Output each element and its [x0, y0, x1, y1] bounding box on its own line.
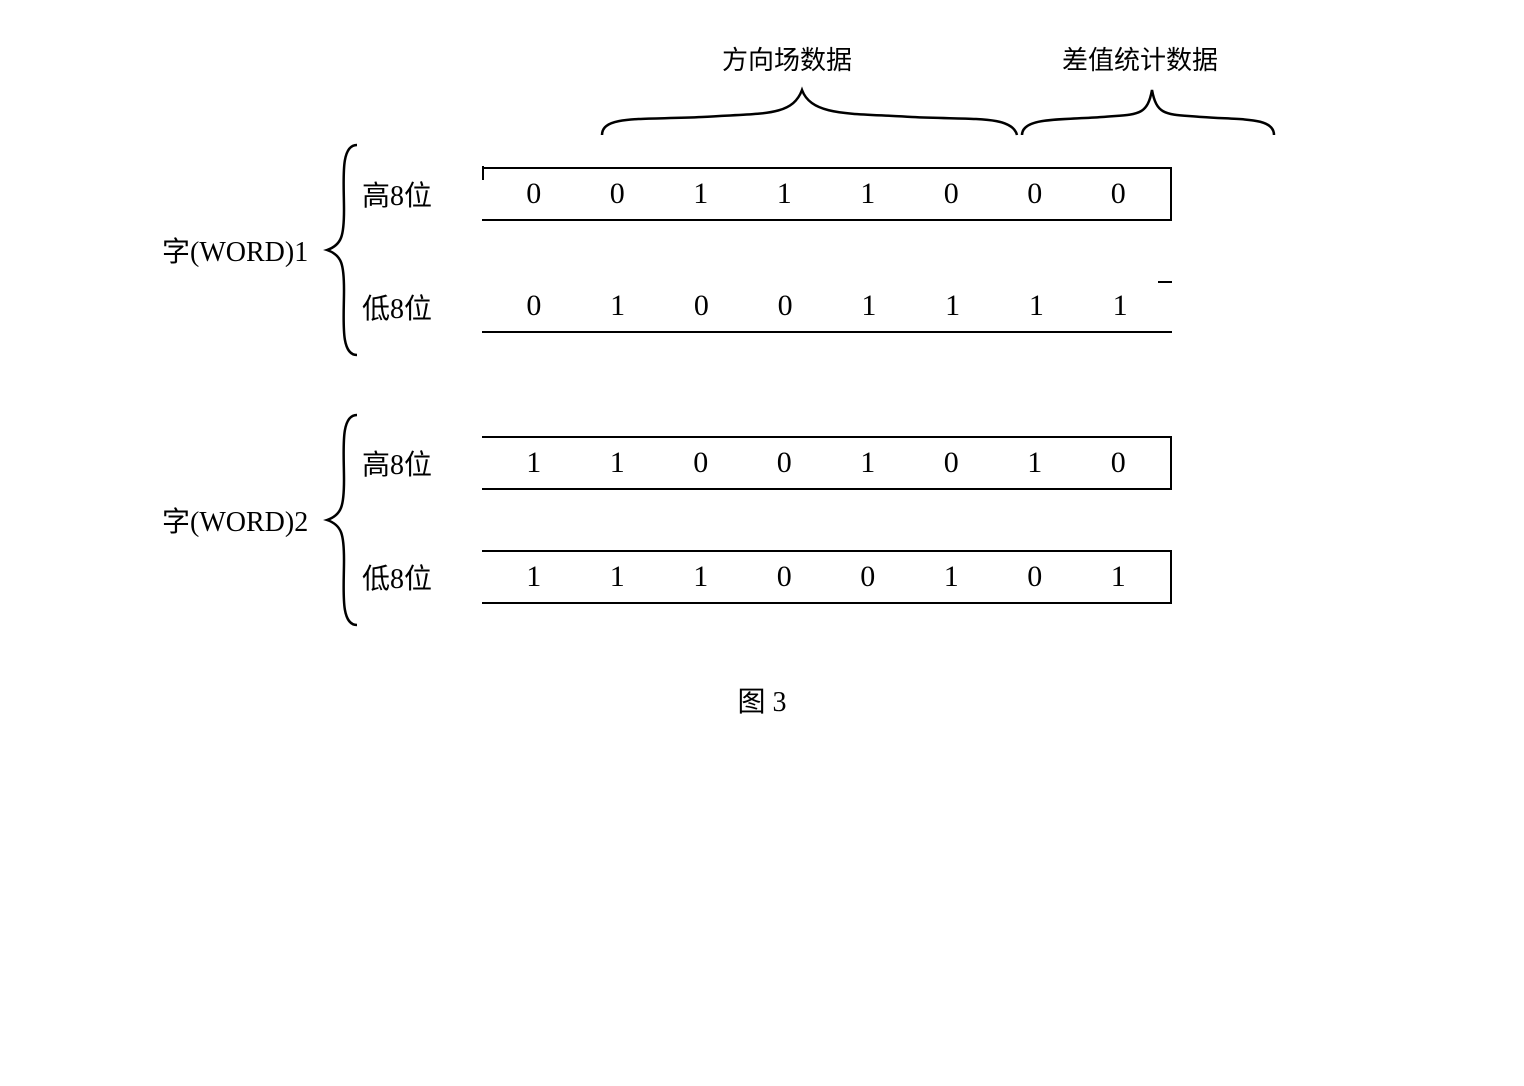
bits-w1-high: 0 0 1 1 1 0 0 0 [482, 167, 1172, 221]
bit: 1 [1088, 560, 1148, 594]
tick-top-right-w1-low [1158, 281, 1172, 283]
bit: 1 [839, 289, 899, 323]
bits-container-w2-low: 1 1 1 0 0 1 0 1 [482, 550, 1172, 604]
bit: 0 [921, 177, 981, 211]
row-w2-low: 低8位 1 1 1 0 0 1 0 1 [362, 550, 1172, 604]
bit: 1 [1006, 289, 1066, 323]
word-label-2: 字(WORD)2 [162, 500, 322, 540]
bits-w2-low: 1 1 1 0 0 1 0 1 [482, 550, 1172, 604]
row-label-w2-low: 低8位 [362, 557, 482, 597]
bit: 1 [587, 560, 647, 594]
bits-w1-low: 0 1 0 0 1 1 1 1 [482, 281, 1172, 333]
row-w1-high: 高8位 0 0 1 1 1 0 0 0 [362, 167, 1172, 221]
word-label-1: 字(WORD)1 [162, 230, 322, 270]
row-label-w1-high: 高8位 [362, 174, 482, 214]
bit: 0 [1088, 446, 1148, 480]
bit: 1 [587, 446, 647, 480]
rows-word-1: 高8位 0 0 1 1 1 0 0 0 低8位 [362, 167, 1172, 333]
bits-container-w1-high: 0 0 1 1 1 0 0 0 [482, 167, 1172, 221]
bit: 0 [838, 560, 898, 594]
bit: 0 [504, 289, 564, 323]
header-label-diff: 差值统计数据 [1062, 40, 1218, 77]
top-braces-svg [592, 75, 1292, 140]
bit: 1 [504, 446, 564, 480]
header-label-direction: 方向场数据 [722, 40, 852, 77]
bit: 1 [504, 560, 564, 594]
brace-left-2 [322, 410, 362, 630]
bit: 1 [1005, 446, 1065, 480]
bit: 0 [754, 560, 814, 594]
figure-caption: 图 3 [162, 680, 1362, 720]
bit: 1 [754, 177, 814, 211]
bits-container-w1-low: 0 1 0 0 1 1 1 1 [482, 281, 1172, 333]
word-section-2: 字(WORD)2 高8位 1 1 0 0 1 0 1 0 [162, 410, 1362, 630]
bit: 1 [921, 560, 981, 594]
header-labels: 方向场数据 差值统计数据 [592, 40, 1362, 140]
bits-w2-high: 1 1 0 0 1 0 1 0 [482, 436, 1172, 490]
row-w1-low: 低8位 0 1 0 0 1 1 1 1 [362, 281, 1172, 333]
rows-word-2: 高8位 1 1 0 0 1 0 1 0 低8位 [362, 436, 1172, 604]
bit: 1 [923, 289, 983, 323]
bit: 0 [754, 446, 814, 480]
brace-left-1 [322, 140, 362, 360]
tick-left-w1-high [482, 166, 484, 180]
bit: 1 [671, 177, 731, 211]
bit: 1 [588, 289, 648, 323]
bit: 0 [1005, 560, 1065, 594]
row-label-w1-low: 低8位 [362, 287, 482, 327]
bit: 1 [838, 446, 898, 480]
bit: 0 [755, 289, 815, 323]
bit: 0 [671, 446, 731, 480]
row-label-w2-high: 高8位 [362, 443, 482, 483]
bit: 0 [504, 177, 564, 211]
bits-container-w2-high: 1 1 0 0 1 0 1 0 [482, 436, 1172, 490]
word-section-1: 字(WORD)1 高8位 0 0 1 1 1 0 0 0 [162, 140, 1362, 360]
bit: 1 [1090, 289, 1150, 323]
bit: 0 [1005, 177, 1065, 211]
bit: 1 [838, 177, 898, 211]
bit: 0 [1088, 177, 1148, 211]
diagram-root: 方向场数据 差值统计数据 字(WORD)1 高8位 0 0 1 [162, 40, 1362, 720]
row-w2-high: 高8位 1 1 0 0 1 0 1 0 [362, 436, 1172, 490]
bit: 0 [587, 177, 647, 211]
bit: 1 [671, 560, 731, 594]
bit: 0 [671, 289, 731, 323]
bit: 0 [921, 446, 981, 480]
